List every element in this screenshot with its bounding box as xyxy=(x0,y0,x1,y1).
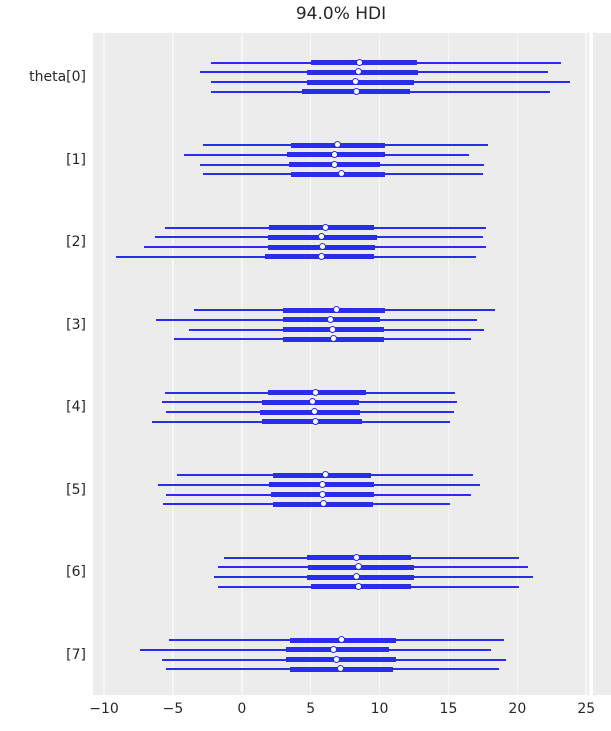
gridline-x-15 xyxy=(447,33,450,695)
y-label-6: [6] xyxy=(66,564,86,581)
median-marker-2-chain-2 xyxy=(318,243,326,250)
plot-title: 94.0% HDI xyxy=(295,4,387,24)
median-marker-4-chain-1 xyxy=(309,398,317,406)
median-marker-5-chain-3 xyxy=(320,500,328,508)
x-tick-label: 15 xyxy=(439,701,458,717)
x-tick-label: 25 xyxy=(577,701,596,717)
gridline-x-0 xyxy=(241,33,243,695)
x-tick-label: −10 xyxy=(89,701,119,717)
median-marker-3-chain-2 xyxy=(328,325,336,333)
quartile-line-6-chain-2 xyxy=(306,574,414,580)
median-marker-0-chain-3 xyxy=(353,87,361,95)
adjacent-axes-edge-strip xyxy=(593,33,611,695)
quartile-line-0-chain-1 xyxy=(306,69,419,75)
x-tick-label: 0 xyxy=(237,701,247,717)
x-tick-label: −5 xyxy=(162,701,184,717)
y-label-3: [3] xyxy=(66,316,86,333)
gridline-x-5 xyxy=(309,33,312,695)
median-marker-5-chain-2 xyxy=(318,490,326,498)
median-marker-5-chain-1 xyxy=(318,480,326,488)
median-marker-7-chain-1 xyxy=(330,645,337,653)
gridline-x-20 xyxy=(516,33,519,695)
median-marker-0-chain-2 xyxy=(352,78,360,85)
gridline-x--10 xyxy=(103,33,105,695)
median-marker-3-chain-0 xyxy=(332,306,340,313)
quartile-line-7-chain-2 xyxy=(285,657,397,663)
median-marker-6-chain-3 xyxy=(354,582,362,590)
median-marker-0-chain-0 xyxy=(356,58,364,66)
y-label-7: [7] xyxy=(66,646,86,663)
median-marker-4-chain-2 xyxy=(310,408,318,415)
x-tick-label: 20 xyxy=(508,701,527,717)
median-marker-6-chain-1 xyxy=(354,563,362,571)
y-label-5: [5] xyxy=(66,481,86,498)
median-marker-3-chain-3 xyxy=(330,335,337,343)
quartile-line-2-chain-0 xyxy=(269,225,375,231)
median-marker-2-chain-1 xyxy=(317,233,325,241)
quartile-line-1-chain-3 xyxy=(291,171,386,177)
median-marker-1-chain-1 xyxy=(331,150,339,158)
y-label-0: theta[0] xyxy=(29,69,86,86)
median-marker-7-chain-2 xyxy=(332,655,340,663)
y-label-4: [4] xyxy=(66,399,86,416)
median-marker-0-chain-1 xyxy=(354,68,362,76)
y-label-2: [2] xyxy=(66,234,86,251)
median-marker-1-chain-3 xyxy=(338,170,346,178)
median-marker-6-chain-2 xyxy=(353,573,361,580)
median-marker-3-chain-1 xyxy=(327,315,335,323)
quartile-line-0-chain-0 xyxy=(310,60,417,66)
gridline-x--5 xyxy=(172,33,174,695)
quartile-line-0-chain-2 xyxy=(306,79,414,85)
median-marker-1-chain-0 xyxy=(334,141,342,148)
median-marker-7-chain-0 xyxy=(338,636,346,643)
median-marker-7-chain-3 xyxy=(336,665,344,673)
plot-area xyxy=(93,33,589,695)
quartile-line-4-chain-3 xyxy=(262,419,362,425)
quartile-line-4-chain-2 xyxy=(259,409,361,415)
x-tick-label: 10 xyxy=(370,701,389,717)
median-marker-5-chain-0 xyxy=(321,471,329,478)
gridline-x-25 xyxy=(585,33,587,695)
gridline-x-10 xyxy=(378,33,381,695)
median-marker-2-chain-0 xyxy=(321,223,329,231)
median-marker-4-chain-3 xyxy=(312,417,320,425)
y-label-1: [1] xyxy=(66,151,86,168)
quartile-line-7-chain-1 xyxy=(285,647,390,653)
x-tick-label: 5 xyxy=(306,701,316,717)
median-marker-2-chain-3 xyxy=(317,252,325,260)
median-marker-4-chain-0 xyxy=(312,388,320,396)
median-marker-6-chain-0 xyxy=(353,553,361,561)
median-marker-1-chain-2 xyxy=(331,160,339,168)
